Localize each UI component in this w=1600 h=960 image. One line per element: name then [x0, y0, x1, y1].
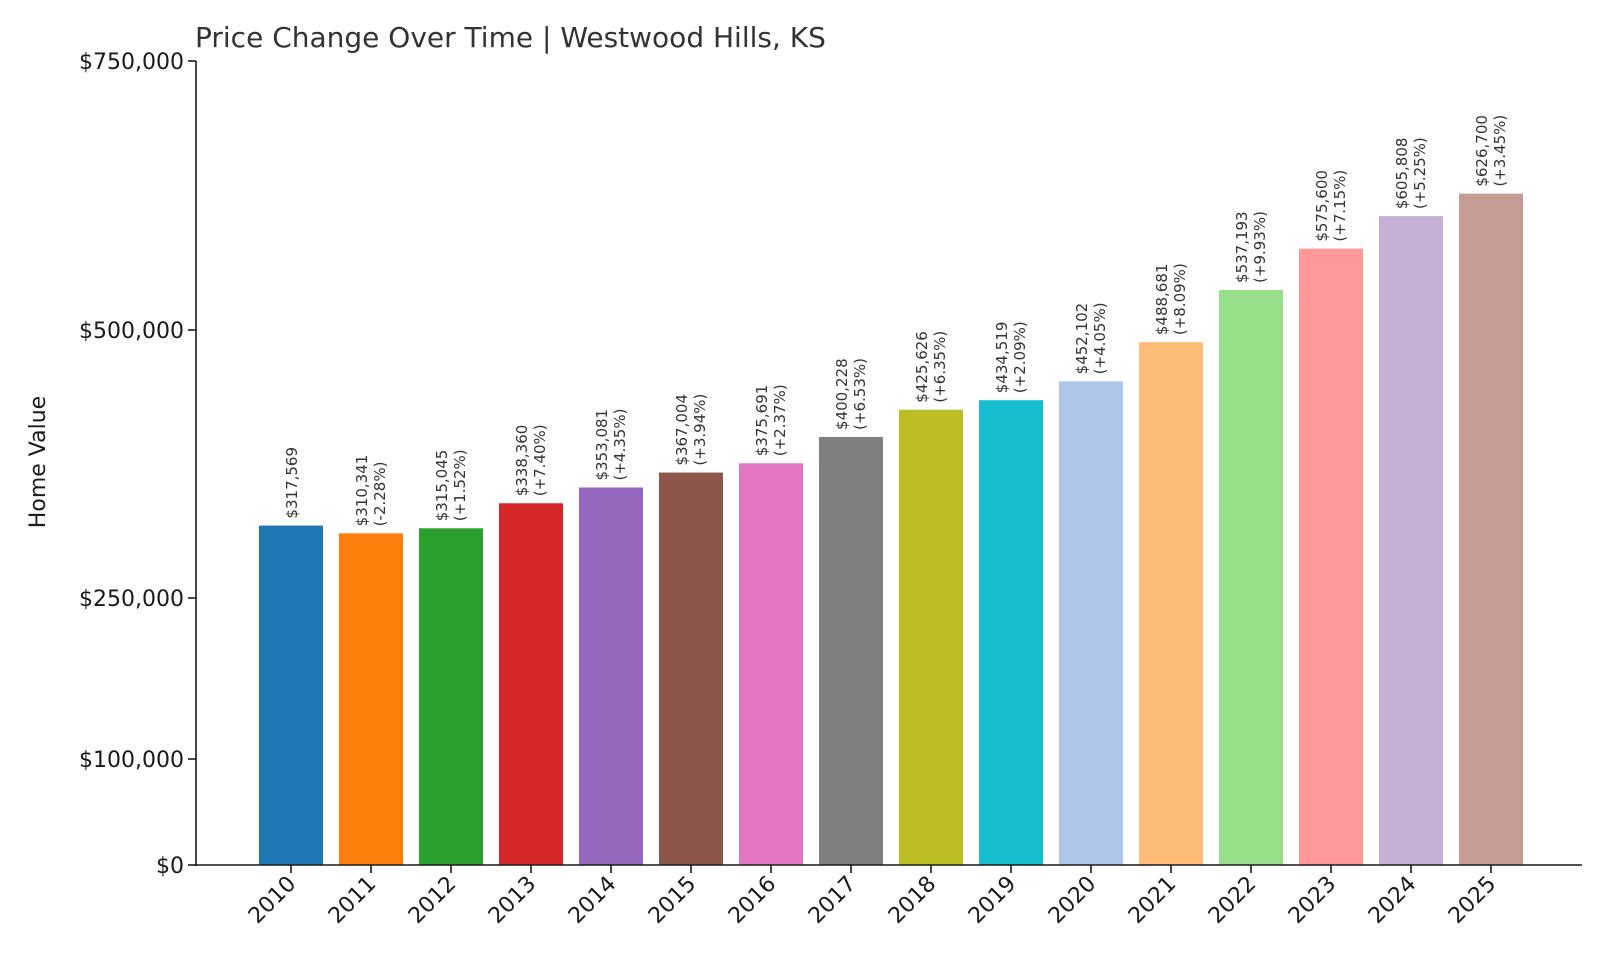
change-label-2015: (+3.94%) [691, 394, 709, 466]
x-tick-label: 2014 [564, 872, 621, 929]
x-tick-label: 2013 [484, 872, 541, 929]
bar-2014 [579, 487, 643, 865]
bars-group [259, 193, 1523, 866]
bar-2025 [1459, 193, 1523, 866]
x-tick-label: 2015 [644, 872, 701, 929]
x-tick-label: 2024 [1364, 872, 1421, 929]
value-label-2019: $434,519 [993, 322, 1011, 394]
bar-2020 [1059, 381, 1123, 865]
x-tick-label: 2020 [1044, 872, 1101, 929]
y-tick-label: $750,000 [79, 50, 184, 75]
value-label-2022: $537,193 [1233, 211, 1251, 283]
bar-2021 [1139, 342, 1203, 865]
y-axis-label: Home Value [26, 396, 51, 528]
change-label-2019: (+2.09%) [1011, 321, 1029, 393]
value-label-2020: $452,102 [1073, 303, 1091, 375]
value-label-2025: $626,700 [1473, 115, 1491, 187]
bar-2017 [819, 436, 883, 865]
value-label-2012: $315,045 [433, 450, 451, 522]
x-tick-label: 2025 [1444, 872, 1501, 929]
bar-2013 [499, 503, 563, 865]
x-tick-label: 2021 [1124, 872, 1181, 929]
change-label-2016: (+2.37%) [771, 384, 789, 456]
change-label-2018: (+6.35%) [931, 331, 949, 403]
change-label-2014: (+4.35%) [611, 409, 629, 481]
bar-2023 [1299, 248, 1363, 865]
value-label-2015: $367,004 [673, 394, 691, 466]
bar-2010 [259, 525, 323, 865]
x-tick-label: 2011 [324, 872, 381, 929]
x-tick-label: 2019 [964, 872, 1021, 929]
value-label-2021: $488,681 [1153, 264, 1171, 336]
change-label-2021: (+8.09%) [1171, 263, 1189, 335]
value-label-2010: $317,569 [283, 447, 301, 519]
value-label-2018: $425,626 [913, 331, 931, 403]
value-label-2017: $400,228 [833, 358, 851, 430]
y-axis: $0 $100,000 $250,000 $500,000 $750,000 [79, 50, 196, 879]
x-tick-label: 2016 [724, 872, 781, 929]
x-tick-label: 2018 [884, 872, 941, 929]
x-tick-label: 2023 [1284, 872, 1341, 929]
value-label-2023: $575,600 [1313, 170, 1331, 242]
data-labels-group: $317,569 $310,341 (-2.28%) $315,045 (+1.52%)… [283, 115, 1509, 527]
bar-2019 [979, 400, 1043, 865]
change-label-2025: (+3.45%) [1491, 115, 1509, 187]
x-tick-label: 2010 [244, 872, 301, 929]
change-label-2024: (+5.25%) [1411, 137, 1429, 209]
x-tick-label: 2012 [404, 872, 461, 929]
chart-title: Price Change Over Time | Westwood Hills,… [195, 21, 826, 54]
value-label-2014: $353,081 [593, 409, 611, 481]
bar-2024 [1379, 216, 1443, 866]
bar-2015 [659, 472, 723, 865]
change-label-2012: (+1.52%) [451, 449, 469, 521]
bar-2022 [1219, 289, 1283, 865]
x-axis: 2010 2011 2012 2013 2014 2015 2016 2017 2018 2019… [244, 865, 1501, 929]
change-label-2017: (+6.53%) [851, 358, 869, 430]
bar-2011 [339, 533, 403, 865]
y-tick-label: $500,000 [79, 319, 184, 344]
change-label-2022: (+9.93%) [1251, 211, 1269, 283]
bar-2016 [739, 463, 803, 865]
change-label-2013: (+7.40%) [531, 424, 549, 496]
value-label-2011: $310,341 [353, 455, 371, 527]
value-label-2013: $338,360 [513, 425, 531, 497]
x-tick-label: 2022 [1204, 872, 1261, 929]
value-label-2016: $375,691 [753, 385, 771, 457]
change-label-2011: (-2.28%) [371, 462, 389, 527]
bar-2012 [419, 528, 483, 865]
y-tick-label: $250,000 [79, 587, 184, 612]
bar-2018 [899, 409, 963, 865]
y-tick-label: $0 [156, 854, 184, 879]
value-label-2024: $605,808 [1393, 138, 1411, 210]
y-tick-label: $100,000 [79, 748, 184, 773]
x-tick-label: 2017 [804, 872, 861, 929]
change-label-2023: (+7.15%) [1331, 170, 1349, 242]
change-label-2020: (+4.05%) [1091, 302, 1109, 374]
